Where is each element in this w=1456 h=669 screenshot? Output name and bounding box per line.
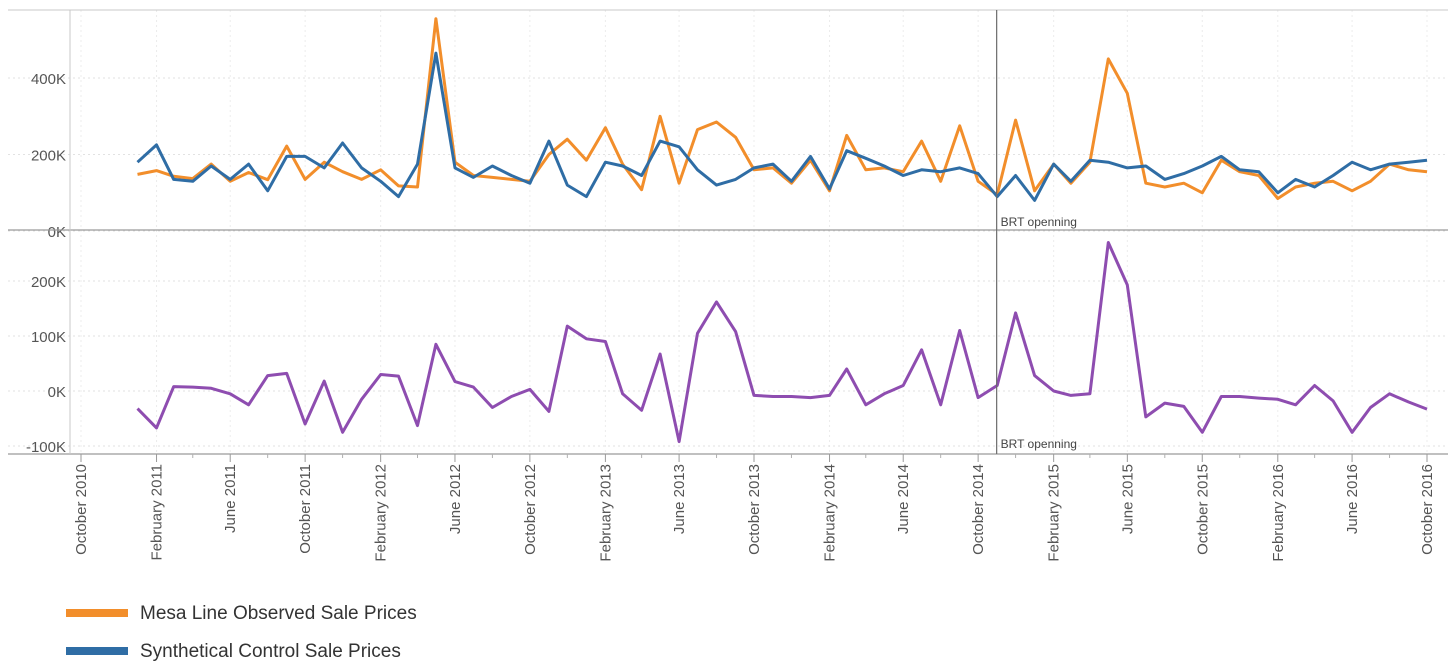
x-tick-label: June 2011: [222, 464, 239, 533]
brt-opening-label: BRT openning: [1001, 437, 1077, 451]
x-tick-label: October 2012: [522, 464, 539, 555]
x-tick-label: February 2011: [149, 464, 166, 560]
x-tick-label: June 2016: [1344, 464, 1361, 534]
legend-label: Mesa Line Observed Sale Prices: [140, 603, 417, 624]
grid: [8, 10, 1448, 454]
y-tick-label: 100K: [31, 329, 66, 346]
x-tick-label: June 2015: [1119, 464, 1136, 534]
x-tick-label: June 2012: [447, 464, 464, 534]
x-tick-label: October 2011: [297, 464, 314, 554]
x-tick-label: October 2010: [73, 464, 90, 555]
brt-opening-label: BRT openning: [1001, 215, 1077, 229]
y-tick-label: 200K: [31, 274, 66, 291]
x-tick-label: February 2014: [822, 464, 839, 562]
x-tick-label: October 2014: [970, 464, 987, 555]
x-tick-label: October 2015: [1194, 464, 1211, 555]
y-tick-label: 0K: [48, 384, 66, 401]
y-tick-label: 400K: [31, 71, 66, 88]
series-layer: [136, 17, 1428, 444]
x-tick-label: February 2015: [1046, 464, 1063, 562]
legend-label: Synthetical Control Sale Prices: [140, 641, 401, 662]
x-tick-label: February 2013: [597, 464, 614, 562]
x-tick-label: October 2016: [1419, 464, 1436, 555]
x-tick-label: February 2016: [1270, 464, 1287, 562]
series-line-mesa-line-observed: [137, 17, 1428, 200]
x-tick-label: October 2013: [746, 464, 763, 555]
y-tick-label: -100K: [26, 439, 66, 456]
annotation-layer: BRT openning BRT openning: [996, 10, 1077, 454]
x-tick-label: February 2012: [373, 464, 390, 562]
series-line-synthetical-control: [136, 51, 1428, 202]
y-tick-label: 200K: [31, 148, 66, 165]
axes: 0K 200K 400K -100K 0K 100K 200K October 2010 Feb…: [8, 9, 1448, 562]
series-line-difference: [136, 241, 1428, 444]
legend: Mesa Line Observed Sale Prices Synthetica…: [66, 603, 417, 662]
x-tick-label: June 2014: [895, 464, 912, 534]
x-tick-label: June 2013: [671, 464, 688, 534]
y-tick-label: 0K: [48, 224, 66, 241]
